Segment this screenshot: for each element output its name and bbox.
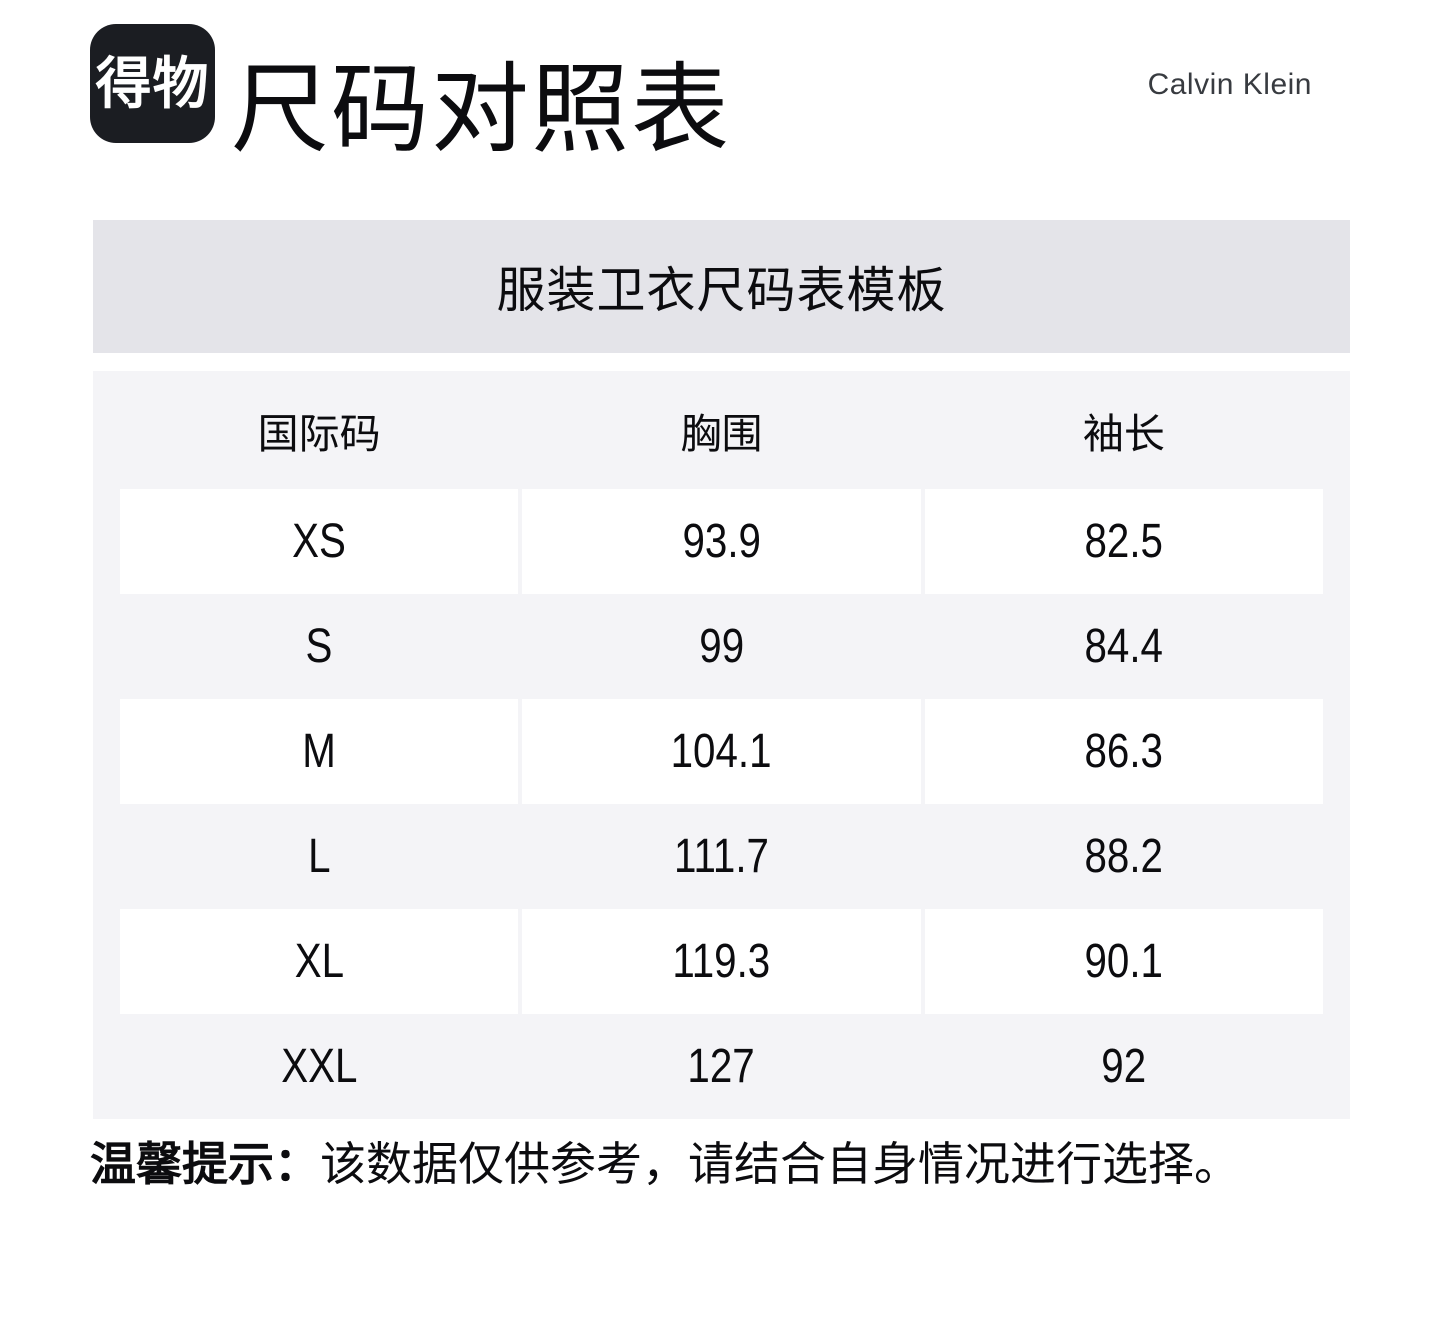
cell-chest: 111.7 [674,830,769,883]
cell-chest: 119.3 [522,909,921,1014]
size-table: 国际码 胸围 袖长 XS 93.9 82.5 S 99 84.4 M 104.1… [93,371,1350,1119]
dewu-logo-text: 得物 [95,51,210,115]
table-row-m: M 104.1 86.3 [120,699,1323,804]
table-row-s: S 99 84.4 [120,594,1323,699]
banner-title: 服装卫衣尺码表模板 [496,264,947,318]
cell-size: XS [120,489,519,594]
table-row-xs: XS 93.9 82.5 [120,489,1323,594]
template-banner: 服装卫衣尺码表模板 [93,220,1350,353]
cell-sleeve: 92 [1101,1040,1147,1093]
brand-name: Calvin Klein [1147,68,1312,101]
tip-text: 该数据仅供参考，请结合自身情况进行选择。 [320,1138,1240,1190]
table-row-xl: XL 119.3 90.1 [120,909,1323,1014]
cell-size: M [120,699,519,804]
page-title: 尺码对照表 [231,54,732,164]
cell-size: L [307,830,331,883]
cell-chest: 104.1 [522,699,921,804]
table-header-row: 国际码 胸围 袖长 [120,371,1323,489]
cell-size: S [305,620,333,673]
cell-sleeve: 82.5 [924,489,1323,594]
column-header-international-size: 国际码 [257,411,381,457]
column-header-chest: 胸围 [680,411,763,457]
cell-sleeve: 88.2 [1084,830,1164,883]
cell-size: XXL [281,1040,358,1093]
cell-sleeve: 90.1 [924,909,1323,1014]
tip-label: 温馨提示： [90,1138,320,1190]
cell-chest: 127 [687,1040,756,1093]
cell-chest: 93.9 [522,489,921,594]
cell-chest: 99 [699,620,744,673]
table-row-l: L 111.7 88.2 [120,804,1323,909]
dewu-logo: 得物 [90,24,215,143]
cell-size: XL [120,909,519,1014]
cell-sleeve: 86.3 [924,699,1323,804]
table-row-xxl: XXL 127 92 [120,1014,1323,1119]
column-header-sleeve: 袖长 [1082,411,1165,457]
cell-sleeve: 84.4 [1084,620,1164,673]
tip-line: 温馨提示：该数据仅供参考，请结合自身情况进行选择。 [90,1136,1380,1194]
